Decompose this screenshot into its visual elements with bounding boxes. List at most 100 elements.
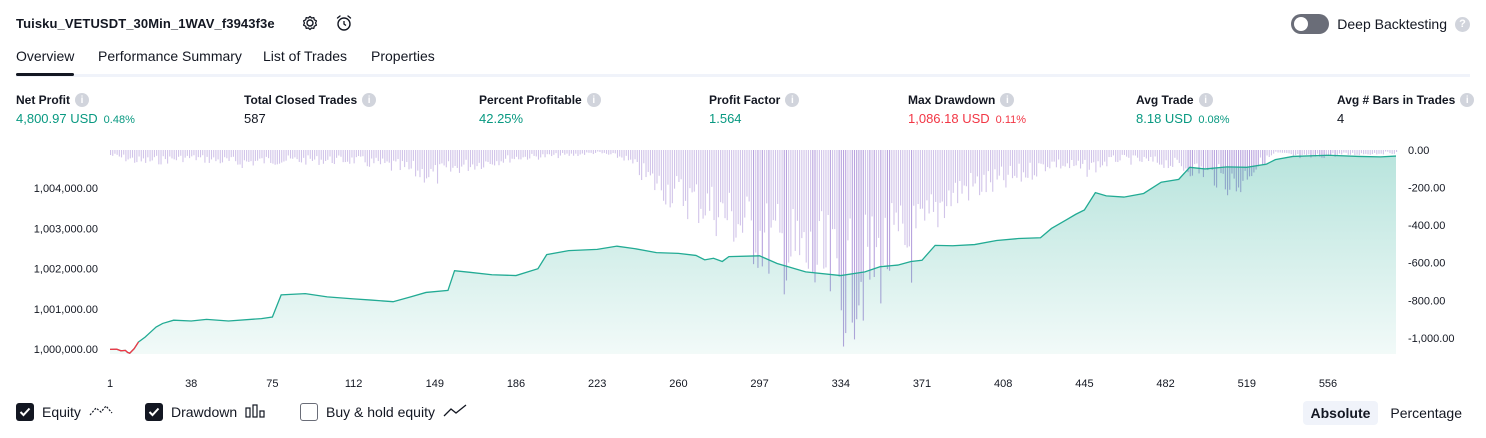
tab-overview[interactable]: Overview bbox=[16, 48, 75, 76]
legend-drawdown[interactable]: Drawdown bbox=[145, 403, 267, 421]
metric-value: 1.564 bbox=[709, 111, 742, 126]
drawdown-bar bbox=[709, 150, 711, 211]
drawdown-bar bbox=[1036, 150, 1038, 177]
drawdown-bar bbox=[1251, 150, 1253, 177]
drawdown-bar bbox=[441, 150, 443, 164]
drawdown-bar bbox=[1356, 150, 1358, 155]
drawdown-bar bbox=[891, 150, 893, 204]
drawdown-bar bbox=[1174, 150, 1176, 158]
drawdown-bar bbox=[551, 150, 553, 157]
drawdown-bar bbox=[814, 150, 816, 283]
chart-legend: Equity Drawdown Buy & hold equity Absolu… bbox=[16, 401, 1470, 427]
drawdown-bar bbox=[1358, 150, 1360, 156]
drawdown-bar bbox=[136, 150, 138, 163]
drawdown-bar bbox=[757, 150, 759, 268]
info-icon[interactable]: i bbox=[1460, 93, 1475, 107]
absolute-button[interactable]: Absolute bbox=[1302, 401, 1379, 425]
drawdown-bar bbox=[487, 150, 489, 163]
drawdown-bar bbox=[542, 150, 544, 155]
drawdown-bar bbox=[676, 150, 678, 177]
drawdown-bar bbox=[1176, 150, 1178, 160]
settings-gear-icon[interactable] bbox=[300, 13, 320, 33]
drawdown-bar bbox=[149, 150, 151, 162]
drawdown-bar bbox=[1319, 150, 1321, 157]
drawdown-bar bbox=[386, 150, 388, 162]
drawdown-bar bbox=[210, 150, 213, 160]
drawdown-bar bbox=[432, 150, 434, 172]
info-icon[interactable]: i bbox=[1000, 93, 1015, 107]
drawdown-bar bbox=[665, 150, 667, 205]
drawdown-bar bbox=[364, 150, 366, 163]
drawdown-bar bbox=[667, 150, 669, 185]
drawdown-checkbox[interactable] bbox=[145, 403, 163, 421]
drawdown-bar bbox=[1069, 150, 1071, 169]
drawdown-bar bbox=[357, 150, 360, 157]
drawdown-bar bbox=[134, 150, 136, 163]
drawdown-bar bbox=[1284, 150, 1286, 153]
drawdown-bar bbox=[610, 150, 612, 155]
drawdown-bar bbox=[173, 150, 175, 160]
drawdown-bar bbox=[224, 150, 226, 158]
drawdown-bar bbox=[202, 150, 204, 156]
legend-buy-hold-equity[interactable]: Buy & hold equity bbox=[300, 403, 467, 421]
drawdown-bar bbox=[311, 150, 313, 161]
drawdown-bar bbox=[1378, 150, 1380, 154]
drawdown-bar bbox=[860, 150, 862, 282]
info-icon[interactable]: i bbox=[785, 93, 800, 107]
drawdown-bar bbox=[1209, 150, 1211, 168]
drawdown-bar bbox=[573, 150, 575, 156]
drawdown-bar bbox=[535, 150, 537, 157]
equity-tick-label: 1,002,000.00 bbox=[34, 264, 98, 276]
drawdown-bar bbox=[627, 150, 630, 161]
drawdown-bar bbox=[114, 150, 116, 154]
drawdown-bar bbox=[1086, 150, 1088, 177]
drawdown-bar bbox=[717, 150, 719, 218]
drawdown-bar bbox=[608, 150, 610, 155]
drawdown-bar bbox=[985, 150, 987, 193]
drawdown-bar bbox=[443, 150, 445, 166]
info-icon[interactable]: i bbox=[1198, 93, 1213, 107]
drawdown-bar bbox=[450, 150, 452, 172]
add-alert-clock-icon[interactable] bbox=[334, 13, 354, 33]
drawdown-bar bbox=[382, 150, 384, 159]
equity-checkbox[interactable] bbox=[16, 403, 34, 421]
info-icon[interactable]: i bbox=[362, 93, 377, 107]
tab-performance-summary[interactable]: Performance Summary bbox=[98, 48, 242, 64]
drawdown-bar bbox=[1264, 150, 1266, 166]
drawdown-bar bbox=[1027, 150, 1029, 178]
trade-tick-label: 186 bbox=[507, 378, 525, 390]
tab-list-of-trades[interactable]: List of Trades bbox=[263, 48, 348, 64]
equity-area bbox=[110, 155, 1396, 354]
drawdown-bar bbox=[687, 150, 689, 220]
drawdown-bar bbox=[897, 150, 899, 232]
drawdown-bar bbox=[856, 150, 858, 320]
drawdown-bar bbox=[373, 150, 375, 164]
drawdown-bar bbox=[711, 150, 713, 187]
drawdown-bar bbox=[924, 150, 926, 221]
drawdown-bar bbox=[1106, 150, 1108, 167]
buy-hold-checkbox[interactable] bbox=[300, 403, 318, 421]
drawdown-bar bbox=[981, 150, 983, 192]
percentage-button[interactable]: Percentage bbox=[1390, 405, 1462, 421]
drawdown-bar bbox=[153, 150, 155, 158]
tab-properties[interactable]: Properties bbox=[371, 48, 435, 64]
buyhold-icon bbox=[443, 403, 467, 421]
drawdown-bar bbox=[272, 150, 274, 164]
drawdown-bar bbox=[987, 150, 989, 172]
trade-tick-label: 1 bbox=[107, 378, 113, 390]
equity-drawdown-chart[interactable]: 1,004,000.00 1,003,000.00 1,002,000.00 1,00… bbox=[0, 140, 1486, 400]
info-icon[interactable]: i bbox=[75, 93, 89, 107]
drawdown-bar bbox=[1095, 150, 1097, 173]
drawdown-bar bbox=[368, 150, 371, 167]
legend-equity[interactable]: Equity bbox=[16, 403, 113, 421]
drawdown-bar bbox=[397, 150, 399, 160]
drawdown-bar bbox=[1393, 150, 1395, 154]
metric-percent-profitable: Percent Profitable i 42.25% bbox=[479, 93, 601, 126]
drawdown-bar bbox=[426, 150, 428, 179]
drawdown-bar bbox=[509, 150, 511, 163]
deep-backtesting-toggle[interactable] bbox=[1291, 14, 1330, 34]
trade-tick-label: 75 bbox=[266, 378, 278, 390]
help-question-icon[interactable]: ? bbox=[1455, 16, 1470, 32]
drawdown-bar bbox=[873, 150, 875, 278]
info-icon[interactable]: i bbox=[586, 93, 601, 107]
